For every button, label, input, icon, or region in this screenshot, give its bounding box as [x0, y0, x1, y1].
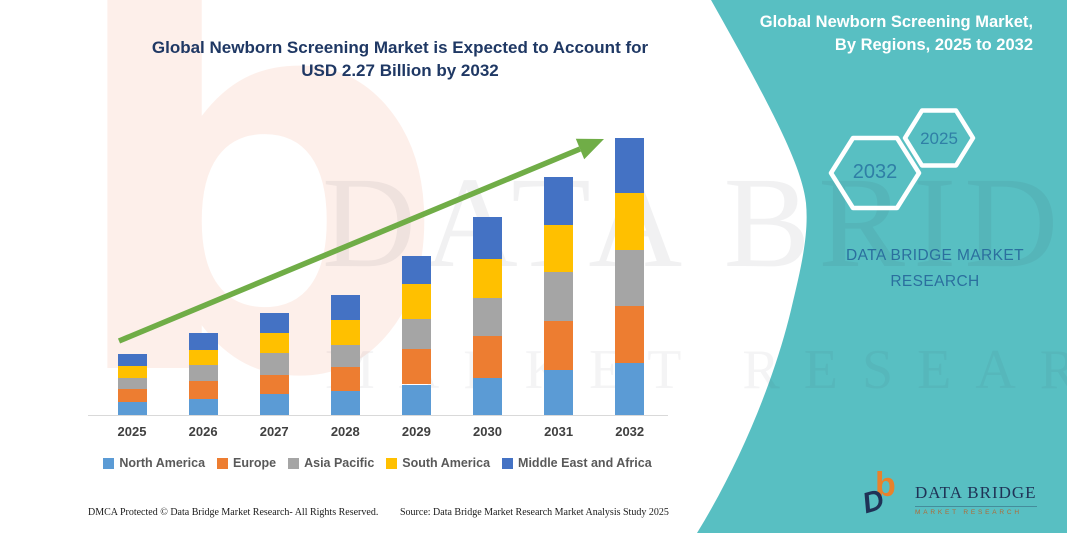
footer-dmca: DMCA Protected © Data Bridge Market Rese…: [88, 507, 379, 518]
legend-item: South America: [386, 456, 490, 470]
bar-segment-north-america: [615, 362, 645, 415]
bar-segment-north-america: [401, 384, 431, 415]
legend-label: Asia Pacific: [304, 456, 375, 470]
legend-label: North America: [119, 456, 206, 470]
legend-item: Asia Pacific: [288, 456, 374, 470]
legend-label: South America: [402, 456, 491, 470]
bar-segment-middle-east-and-africa: [473, 217, 502, 259]
bar-segment-south-america: [473, 258, 502, 298]
logo-text-sub: MARKET RESEARCH: [915, 505, 1037, 516]
bar-segment-north-america: [330, 390, 360, 415]
bar-segment-europe: [117, 389, 147, 402]
bar-segment-south-america: [401, 284, 431, 319]
bar-segment-middle-east-and-africa: [401, 256, 431, 285]
bar-segment-asia-pacific: [544, 272, 574, 322]
side-panel-heading: Global Newborn Screening Market, By Regi…: [688, 11, 1033, 57]
bar-segment-europe: [544, 321, 574, 370]
bar-segment-north-america: [188, 399, 218, 415]
bar-segment-asia-pacific: [615, 250, 645, 307]
side-panel-brand: DATA BRIDGE MARKET RESEARCH: [828, 243, 1042, 295]
bar-segment-middle-east-and-africa: [188, 333, 218, 351]
bar-segment-europe: [615, 306, 645, 363]
bar-segment-europe: [330, 367, 360, 391]
bar-segment-north-america: [473, 378, 502, 415]
legend-item: Europe: [217, 456, 276, 470]
legend-item: North America: [103, 456, 205, 470]
bar-segment-europe: [259, 374, 289, 395]
legend: North America Europe Asia Pacific South Ame…: [85, 456, 670, 470]
bar-segment-north-america: [259, 394, 289, 415]
footer-source: Source: Data Bridge Market Research Mark…: [400, 507, 669, 518]
bar-segment-asia-pacific: [188, 364, 218, 381]
bar-segment-north-america: [117, 401, 147, 415]
bar-segment-europe: [401, 349, 431, 385]
dbmr-logo: b D DATA BRIDGE MARKET RESEARCH: [859, 466, 1053, 530]
bar-segment-asia-pacific: [401, 318, 431, 350]
dbmr-logo-icon: b D: [859, 466, 911, 528]
bar-segment-south-america: [615, 192, 645, 251]
bar-segment-asia-pacific: [330, 345, 360, 368]
x-axis-label: 2032: [615, 424, 645, 439]
logo-b-shape: b: [875, 466, 896, 504]
x-axis-label: 2027: [259, 424, 289, 439]
bar-segment-middle-east-and-africa: [117, 354, 147, 367]
bar-segment-middle-east-and-africa: [544, 177, 574, 225]
x-axis-label: 2026: [188, 424, 218, 439]
chart-title-line1: Global Newborn Screening Market is Expec…: [151, 38, 649, 57]
logo-text-main: DATA BRIDGE: [915, 482, 1037, 502]
x-axis-label: 2029: [401, 424, 431, 439]
bar-segment-south-america: [330, 319, 360, 346]
side-panel-brand-line1: DATA BRIDGE MARKET: [845, 247, 1024, 264]
bar-segment-europe: [473, 335, 502, 379]
chart-title: Global Newborn Screening Market is Expec…: [100, 36, 700, 82]
legend-swatch: [103, 457, 115, 469]
bar-segment-south-america: [188, 350, 218, 365]
side-panel-heading-line2: By Regions, 2025 to 2032: [834, 36, 1033, 54]
bar-segment-europe: [188, 380, 218, 400]
legend-swatch: [288, 457, 300, 469]
bar-segment-south-america: [544, 224, 574, 273]
legend-label: Middle East and Africa: [518, 456, 652, 470]
hexagon-2025-outline: [902, 108, 976, 168]
side-panel-heading-line1: Global Newborn Screening Market,: [759, 13, 1033, 31]
side-panel-brand-line2: RESEARCH: [890, 273, 980, 290]
x-axis-line: [88, 415, 668, 416]
x-axis-label: 2028: [330, 424, 360, 439]
bar-segment-south-america: [117, 366, 147, 379]
legend-label: Europe: [233, 456, 277, 470]
bar-segment-south-america: [259, 333, 289, 353]
bar-segment-asia-pacific: [473, 297, 502, 336]
legend-swatch: [386, 457, 398, 469]
bar-segment-middle-east-and-africa: [615, 138, 645, 193]
hexagon-2032-outline: [828, 135, 922, 211]
bar-segment-middle-east-and-africa: [330, 295, 360, 320]
bar-segment-middle-east-and-africa: [259, 312, 289, 334]
x-axis-label: 2025: [117, 424, 147, 439]
legend-item: Middle East and Africa: [502, 456, 652, 470]
bar-segment-asia-pacific: [117, 378, 147, 390]
hexagon-2032-label: 2032: [852, 161, 898, 183]
x-axis-label: 2030: [473, 424, 502, 439]
bar-segment-north-america: [544, 369, 574, 415]
legend-swatch: [502, 457, 514, 469]
bar-segment-asia-pacific: [259, 352, 289, 375]
chart-title-line2: USD 2.27 Billion by 2032: [301, 61, 499, 80]
legend-swatch: [217, 457, 229, 469]
logo-text: DATA BRIDGE MARKET RESEARCH: [915, 483, 1037, 516]
hexagon-2025-label: 2025: [920, 129, 958, 148]
hexagons: [828, 108, 976, 211]
x-axis-label: 2031: [544, 424, 574, 439]
side-panel-shape-path: [697, 0, 1067, 533]
